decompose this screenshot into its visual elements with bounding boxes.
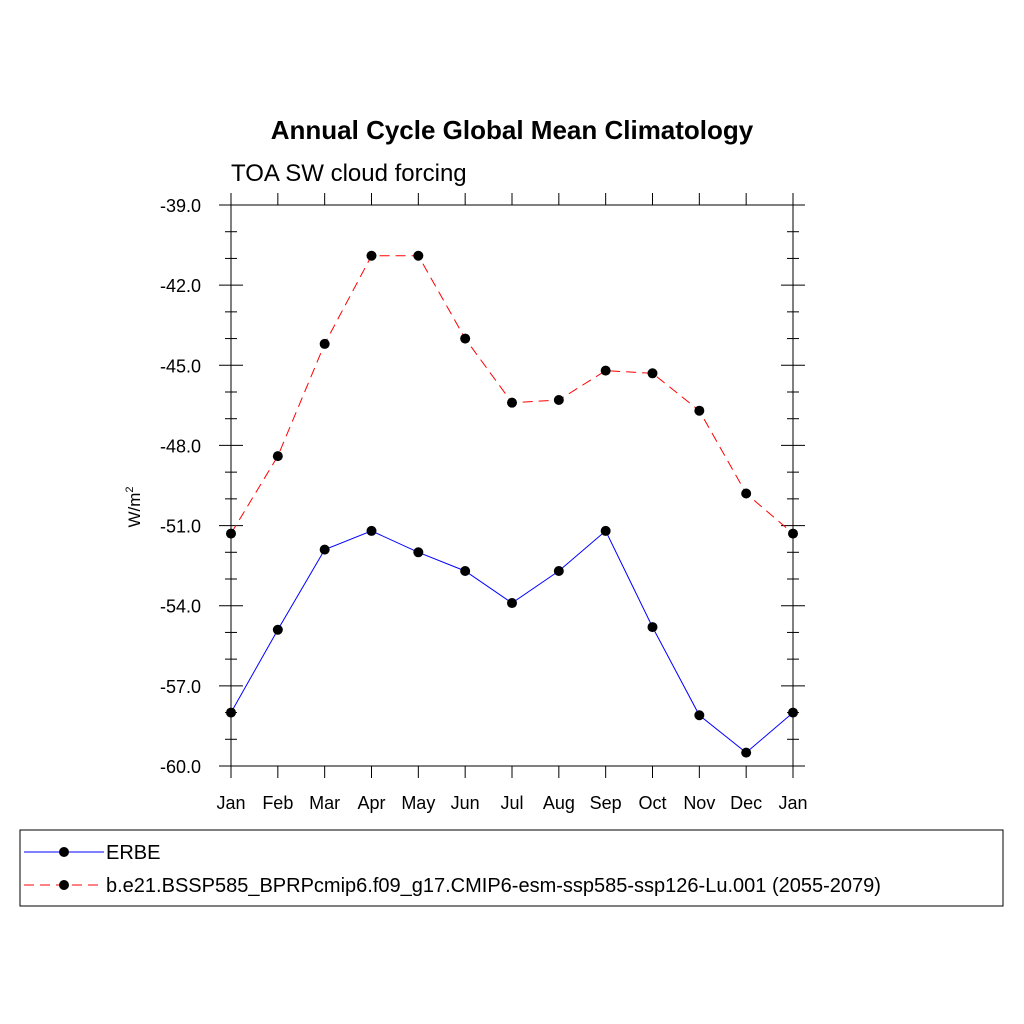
data-point	[694, 710, 705, 721]
data-point	[319, 544, 330, 555]
data-point	[413, 547, 424, 558]
data-point	[553, 565, 564, 576]
data-point	[694, 405, 705, 416]
x-axis: Jan Feb Mar Apr May Jun Jul Aug Sep Oct Nov Dec Jan	[216, 193, 808, 813]
data-point	[272, 451, 283, 462]
series-layer	[226, 250, 798, 758]
data-point	[741, 488, 752, 499]
data-point	[647, 368, 658, 379]
x-tick-label: Nov	[683, 793, 715, 813]
data-point	[366, 525, 377, 536]
legend-box	[19, 829, 1004, 907]
y-axis-label: W/m2	[124, 486, 144, 527]
data-point	[600, 365, 611, 376]
y-tick-label: -45.0	[160, 356, 201, 376]
data-point	[413, 250, 424, 261]
x-tick-label: May	[401, 793, 435, 813]
data-point	[366, 250, 377, 261]
x-tick-label: Sep	[590, 793, 622, 813]
x-tick-label: Jan	[778, 793, 807, 813]
data-point	[460, 333, 471, 344]
data-point	[600, 525, 611, 536]
y-tick-label: -54.0	[160, 597, 201, 617]
legend-marker	[59, 847, 69, 857]
legend-label: b.e21.BSSP585_BPRPcmip6.f09_g17.CMIP6-es…	[106, 875, 881, 897]
data-point	[788, 707, 798, 718]
chart-subtitle: TOA SW cloud forcing	[231, 160, 467, 187]
y-tick-label: -39.0	[160, 196, 201, 216]
x-tick-label: Dec	[730, 793, 762, 813]
x-tick-label: Aug	[543, 793, 575, 813]
x-tick-label: Jun	[451, 793, 480, 813]
x-tick-label: Jul	[500, 793, 523, 813]
y-tick-label: -42.0	[160, 276, 201, 296]
data-point	[507, 598, 517, 609]
x-tick-label: Oct	[638, 793, 666, 813]
series-line	[230, 255, 794, 534]
data-point	[272, 624, 283, 635]
x-tick-label: Mar	[309, 793, 340, 813]
y-tick-label: -57.0	[160, 677, 201, 697]
data-point	[226, 528, 236, 539]
x-tick-label: Feb	[262, 793, 293, 813]
data-point	[553, 395, 564, 406]
data-point	[788, 528, 798, 539]
x-tick-label: Jan	[216, 793, 245, 813]
series-line	[230, 530, 794, 754]
chart-title: Annual Cycle Global Mean Climatology	[271, 115, 754, 145]
data-point	[647, 622, 658, 633]
legend-label: ERBE	[106, 842, 160, 864]
legend: ERBE b.e21.BSSP585_BPRPcmip6.f09_g17.CMIP…	[19, 829, 1004, 907]
data-point	[226, 707, 236, 718]
data-point	[460, 565, 471, 576]
y-axis: -60.0 -57.0 -54.0 -51.0 -48.0 -45.0 -42.0 -39.0	[160, 196, 805, 777]
plot-frame	[230, 204, 794, 767]
x-tick-label: Apr	[357, 793, 385, 813]
series-1	[226, 525, 798, 758]
data-point	[319, 338, 330, 349]
data-point	[507, 397, 517, 408]
plot-border	[230, 204, 794, 767]
y-tick-label: -51.0	[160, 517, 201, 537]
y-tick-label: -48.0	[160, 436, 201, 456]
legend-marker	[59, 880, 69, 890]
y-tick-label: -60.0	[160, 757, 201, 777]
series-2	[226, 250, 798, 539]
data-point	[741, 747, 752, 758]
